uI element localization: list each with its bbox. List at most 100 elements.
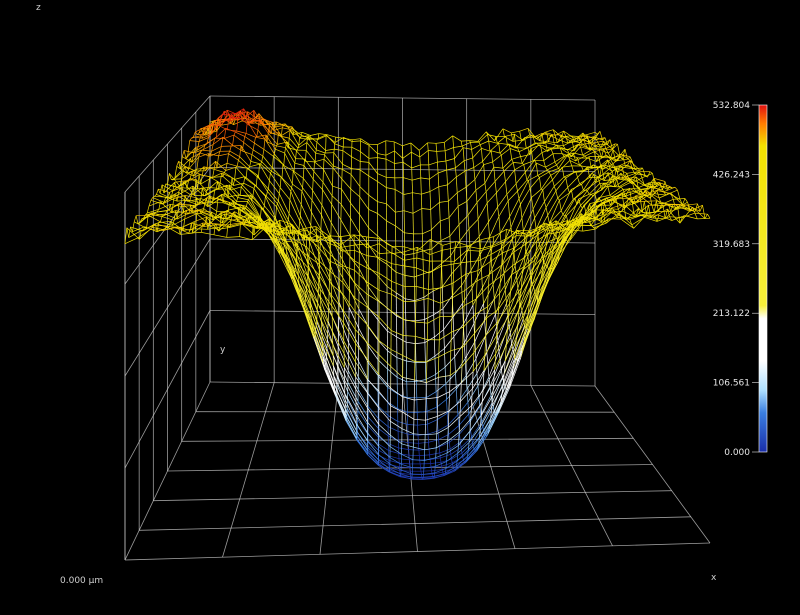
mesh-line [212, 138, 216, 145]
mesh-line [191, 152, 195, 163]
mesh-line [581, 213, 595, 229]
mesh-line [561, 153, 565, 157]
mesh-line [440, 297, 453, 304]
mesh-line [607, 172, 611, 183]
mesh-line [518, 180, 529, 199]
mesh-line [343, 322, 356, 344]
mesh-line [645, 190, 657, 195]
mesh-line [488, 351, 500, 378]
mesh-line [294, 162, 305, 166]
mesh-line [621, 210, 635, 217]
mesh-line [583, 219, 586, 223]
mesh-line [545, 161, 555, 168]
mesh-line [201, 187, 205, 196]
mesh-line [137, 229, 151, 239]
mesh-line [212, 120, 222, 126]
mesh-line [267, 191, 278, 204]
mesh-line [142, 226, 146, 232]
mesh-line [507, 200, 510, 217]
mesh-line [414, 398, 427, 401]
mesh-line [231, 112, 241, 115]
mesh-line [340, 219, 351, 236]
mesh-line [475, 280, 478, 299]
mesh-line [483, 355, 486, 371]
mesh-line [225, 166, 237, 171]
mesh-line [124, 237, 138, 245]
mesh-line [423, 465, 436, 469]
mesh-line [595, 197, 607, 204]
mesh-line [379, 257, 392, 265]
mesh-line [471, 288, 474, 306]
mesh-line [226, 153, 229, 164]
mesh-line [366, 378, 380, 392]
mesh-line [438, 375, 451, 378]
mesh-line [450, 454, 452, 460]
mesh-line [629, 160, 641, 171]
mesh-line [437, 162, 439, 174]
mesh-line [464, 167, 474, 172]
mesh-line [413, 250, 423, 254]
mesh-line [208, 153, 219, 157]
mesh-line [535, 207, 547, 230]
mesh-line [184, 166, 188, 174]
mesh-line [602, 165, 606, 170]
mesh-line [366, 358, 380, 375]
mesh-line [429, 249, 443, 255]
mesh-line [639, 167, 643, 171]
mesh-line [539, 133, 543, 141]
mesh-line [433, 474, 445, 479]
mesh-line [203, 166, 215, 170]
mesh-line [263, 205, 265, 210]
mesh-line [653, 204, 667, 213]
mesh-line [632, 167, 643, 170]
mesh-line [527, 233, 539, 257]
mesh-line [366, 267, 380, 274]
mesh-line [430, 202, 440, 210]
mesh-line [499, 233, 502, 248]
mesh-line [454, 356, 456, 374]
mesh-line [440, 282, 454, 289]
mesh-line [435, 452, 448, 459]
mesh-line [560, 189, 572, 211]
mesh-line [487, 285, 489, 307]
mesh-line [633, 179, 645, 186]
mesh-line [534, 242, 547, 261]
mesh-line [290, 191, 301, 217]
mesh-line [538, 223, 550, 245]
mesh-line [471, 144, 481, 150]
mesh-line [578, 193, 590, 200]
mesh-line [264, 196, 266, 206]
mesh-line [526, 293, 539, 324]
mesh-line [231, 200, 234, 204]
mesh-line [239, 236, 253, 241]
mesh-line [477, 260, 480, 271]
mesh-line [481, 147, 491, 152]
mesh-line [332, 355, 345, 381]
mesh-line [402, 377, 415, 381]
mesh-line [168, 204, 171, 211]
mesh-line [311, 321, 323, 349]
mesh-line [310, 133, 319, 136]
mesh-line [438, 439, 440, 447]
mesh-line [366, 243, 380, 249]
mesh-line [517, 179, 528, 192]
mesh-line [298, 136, 308, 146]
mesh-line [566, 204, 578, 216]
mesh-line [368, 286, 379, 301]
mesh-line [294, 239, 296, 247]
mesh-line [528, 175, 538, 181]
mesh-line [425, 374, 436, 380]
mesh-line [288, 265, 301, 294]
mesh-line [467, 385, 479, 403]
mesh-line [284, 239, 297, 256]
mesh-line [204, 223, 218, 230]
mesh-line [472, 370, 485, 390]
mesh-line [311, 211, 322, 230]
mesh-line [585, 136, 594, 140]
mesh-line [605, 143, 616, 149]
mesh-line [560, 160, 571, 171]
mesh-line [651, 186, 655, 194]
mesh-line [436, 151, 438, 163]
mesh-line [190, 186, 194, 196]
mesh-line [386, 203, 396, 213]
